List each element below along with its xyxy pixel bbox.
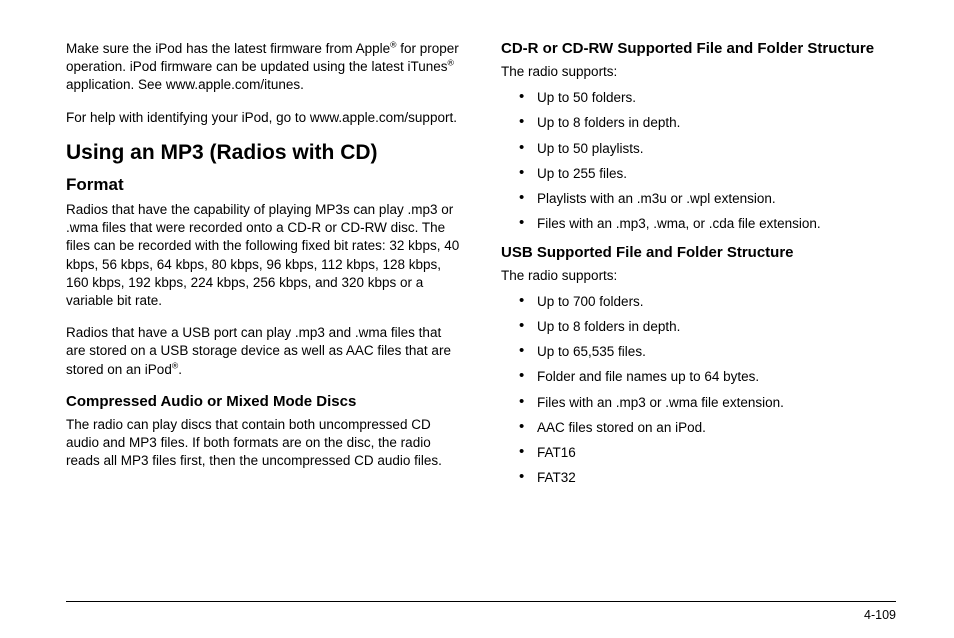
footer-rule bbox=[66, 601, 896, 602]
list-item: FAT16 bbox=[501, 444, 896, 462]
usb-intro: The radio supports: bbox=[501, 267, 896, 285]
cdr-list: Up to 50 folders. Up to 8 folders in dep… bbox=[501, 89, 896, 233]
heading-usb-structure: USB Supported File and Folder Structure bbox=[501, 244, 896, 261]
list-item: Up to 8 folders in depth. bbox=[501, 318, 896, 336]
list-item: FAT32 bbox=[501, 469, 896, 487]
page-columns: Make sure the iPod has the latest firmwa… bbox=[66, 40, 896, 588]
format-paragraph-2: Radios that have a USB port can play .mp… bbox=[66, 324, 461, 379]
list-item: Up to 8 folders in depth. bbox=[501, 114, 896, 132]
intro-paragraph-2: For help with identifying your iPod, go … bbox=[66, 109, 461, 127]
list-item: Files with an .mp3 or .wma file extensio… bbox=[501, 394, 896, 412]
heading-format: Format bbox=[66, 175, 461, 195]
list-item: Files with an .mp3, .wma, or .cda file e… bbox=[501, 215, 896, 233]
heading-using-mp3: Using an MP3 (Radios with CD) bbox=[66, 141, 461, 165]
list-item: Folder and file names up to 64 bytes. bbox=[501, 368, 896, 386]
p1-pre: Make sure the iPod has the latest firmwa… bbox=[66, 41, 390, 56]
usb-list: Up to 700 folders. Up to 8 folders in de… bbox=[501, 293, 896, 488]
p1-post: application. See www.apple.com/itunes. bbox=[66, 77, 304, 92]
heading-compressed-audio: Compressed Audio or Mixed Mode Discs bbox=[66, 393, 461, 410]
list-item: Up to 65,535 files. bbox=[501, 343, 896, 361]
format-p2-pre: Radios that have a USB port can play .mp… bbox=[66, 325, 451, 376]
registered-2: ® bbox=[447, 58, 453, 68]
format-paragraph-1: Radios that have the capability of playi… bbox=[66, 201, 461, 310]
list-item: Up to 700 folders. bbox=[501, 293, 896, 311]
page-number: 4-109 bbox=[864, 608, 896, 622]
heading-cdr-structure: CD-R or CD-RW Supported File and Folder … bbox=[501, 40, 896, 57]
right-column: CD-R or CD-RW Supported File and Folder … bbox=[501, 40, 896, 588]
list-item: Up to 255 files. bbox=[501, 165, 896, 183]
list-item: Up to 50 folders. bbox=[501, 89, 896, 107]
list-item: AAC files stored on an iPod. bbox=[501, 419, 896, 437]
cdr-intro: The radio supports: bbox=[501, 63, 896, 81]
list-item: Playlists with an .m3u or .wpl extension… bbox=[501, 190, 896, 208]
intro-paragraph-1: Make sure the iPod has the latest firmwa… bbox=[66, 40, 461, 95]
compressed-paragraph: The radio can play discs that contain bo… bbox=[66, 416, 461, 471]
list-item: Up to 50 playlists. bbox=[501, 140, 896, 158]
format-p2-post: . bbox=[178, 362, 182, 377]
left-column: Make sure the iPod has the latest firmwa… bbox=[66, 40, 461, 588]
